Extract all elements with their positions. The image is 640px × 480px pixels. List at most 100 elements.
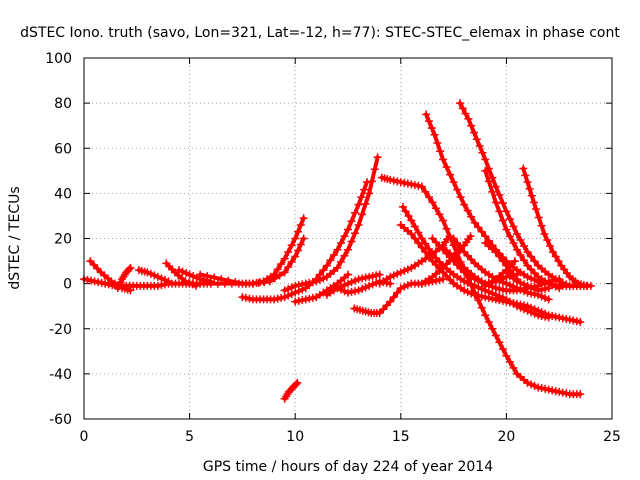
data-point (491, 182, 500, 191)
data-point (234, 279, 243, 288)
data-point (287, 257, 296, 266)
data-point (182, 269, 191, 278)
data-point (512, 299, 521, 308)
data-point (527, 252, 536, 261)
data-point (477, 227, 486, 236)
data-point (410, 234, 419, 243)
data-point (301, 279, 310, 288)
data-point (491, 331, 500, 340)
data-point (541, 384, 550, 393)
data-point (143, 268, 152, 277)
data-point (299, 214, 308, 223)
data-point (435, 210, 444, 219)
data-point (502, 297, 511, 306)
data-series (322, 270, 384, 299)
series-track (419, 234, 473, 286)
data-point (548, 276, 557, 285)
data-point (287, 290, 296, 299)
data-point (551, 387, 560, 396)
data-point (382, 301, 391, 310)
data-point (336, 257, 345, 266)
data-point (368, 272, 377, 281)
data-point (401, 207, 410, 216)
data-point (213, 279, 222, 288)
data-point (523, 302, 532, 311)
data-point (453, 239, 462, 248)
data-point (470, 128, 479, 137)
data-point (516, 300, 525, 309)
data-point (386, 279, 395, 288)
data-point (461, 109, 470, 118)
data-point (481, 232, 490, 241)
data-series (162, 259, 200, 290)
data-point (432, 260, 440, 269)
data-point (523, 378, 532, 387)
data-series (439, 243, 564, 295)
data-point (396, 268, 405, 277)
data-point (424, 117, 433, 126)
data-point (188, 280, 197, 289)
data-series (134, 266, 173, 286)
data-point (456, 245, 465, 254)
data-point (455, 99, 464, 108)
data-point (548, 248, 557, 257)
data-point (537, 280, 546, 289)
data-point (523, 284, 532, 293)
data-point (474, 283, 483, 292)
data-point (509, 239, 518, 248)
data-point (543, 236, 552, 245)
data-point (265, 277, 274, 286)
data-point (541, 278, 550, 287)
y-tick-label: -60 (49, 412, 72, 428)
data-point (453, 248, 462, 257)
data-point (386, 175, 395, 184)
data-series (86, 257, 135, 295)
x-tick-label: 10 (286, 429, 304, 445)
data-point (245, 294, 254, 303)
data-series (481, 257, 519, 290)
data-point (354, 275, 363, 284)
data-point (484, 281, 493, 290)
data-point (407, 216, 416, 225)
data-point (481, 311, 490, 320)
data-point (365, 272, 374, 281)
data-point (248, 279, 257, 288)
data-point (562, 389, 571, 398)
data-point (502, 279, 511, 288)
data-point (191, 281, 200, 290)
data-point (153, 272, 162, 281)
chart-title: dSTEC Iono. truth (savo, Lon=321, Lat=-1… (20, 25, 620, 41)
data-point (484, 293, 493, 302)
data-point (344, 270, 352, 279)
data-point (537, 308, 546, 317)
data-point (336, 285, 345, 294)
data-point (326, 256, 335, 265)
data-point (481, 279, 490, 288)
data-point (351, 276, 360, 285)
data-point (389, 271, 398, 280)
data-series (350, 275, 448, 317)
data-point (296, 240, 305, 249)
data-series (519, 164, 591, 290)
data-point (464, 114, 473, 123)
data-point (398, 202, 407, 211)
data-point (505, 357, 514, 366)
x-axis-label: GPS time / hours of day 224 of year 2014 (203, 459, 493, 475)
data-point (358, 210, 367, 219)
series-track (483, 241, 519, 282)
data-point (336, 239, 345, 248)
data-point (164, 277, 173, 286)
data-point (554, 257, 563, 266)
data-point (555, 387, 564, 396)
data-point (530, 305, 539, 314)
y-tick-label: 20 (54, 232, 72, 248)
data-point (428, 198, 437, 207)
data-point (294, 296, 303, 305)
data-point (333, 263, 342, 272)
data-point (475, 141, 484, 150)
data-point (516, 251, 525, 260)
data-point (562, 280, 571, 289)
data-point (537, 292, 546, 301)
data-point (319, 266, 328, 275)
data-point (393, 269, 402, 278)
